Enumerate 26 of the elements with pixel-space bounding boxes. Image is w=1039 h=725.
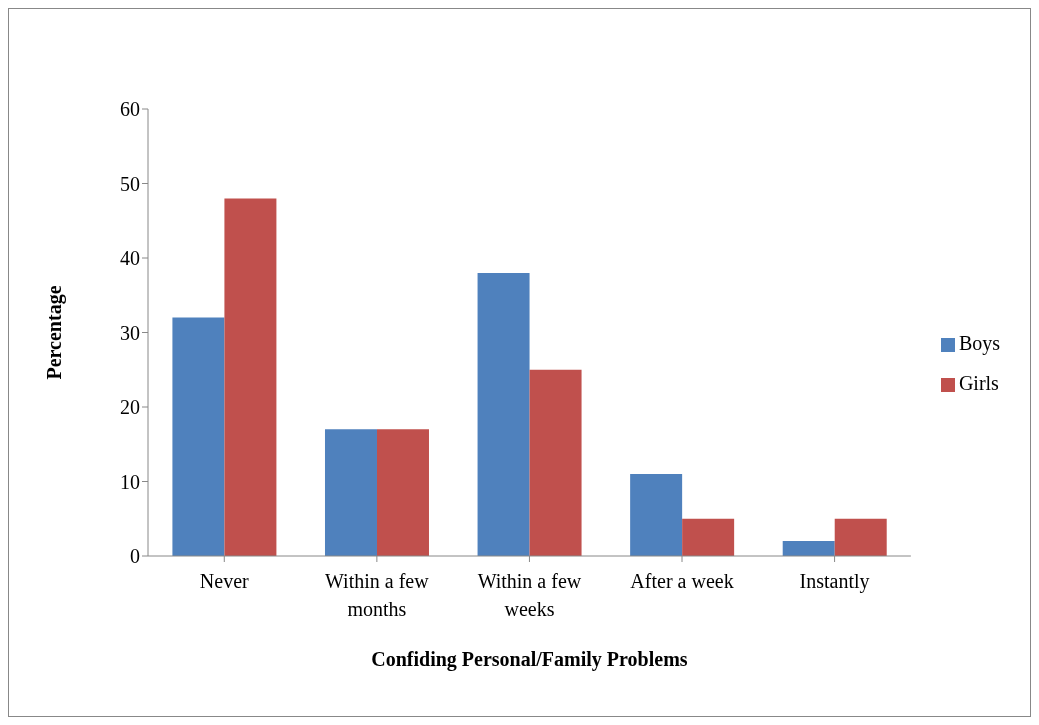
y-tick-label: 40 bbox=[120, 247, 140, 270]
bar bbox=[529, 369, 582, 556]
y-tick-label: 10 bbox=[120, 470, 140, 493]
legend-label: Girls bbox=[958, 371, 999, 394]
x-tick-label: Within a few weeks bbox=[477, 570, 582, 620]
bar bbox=[782, 541, 835, 556]
y-tick-label: 30 bbox=[120, 321, 140, 344]
x-axis-title: Confiding Personal/Family Problems bbox=[371, 648, 688, 671]
x-tick-label: Within a few months bbox=[325, 570, 430, 620]
bar bbox=[630, 474, 683, 556]
y-tick-label: 50 bbox=[120, 172, 140, 195]
bar bbox=[324, 429, 377, 556]
x-tick-label: Never bbox=[199, 570, 250, 592]
bar bbox=[376, 429, 429, 556]
bar bbox=[224, 198, 277, 556]
y-tick-label: 60 bbox=[120, 98, 140, 121]
bar bbox=[477, 272, 530, 556]
bar bbox=[682, 518, 735, 556]
x-tick-label: After a week bbox=[630, 570, 734, 592]
bar bbox=[172, 317, 225, 556]
x-tick-label: Instantly bbox=[799, 570, 870, 593]
y-axis-title: Percentage bbox=[43, 285, 67, 380]
bar bbox=[834, 518, 887, 556]
y-tick-label: 20 bbox=[120, 396, 140, 419]
legend-label: Boys bbox=[958, 331, 1000, 354]
y-tick-label: 0 bbox=[130, 545, 140, 568]
